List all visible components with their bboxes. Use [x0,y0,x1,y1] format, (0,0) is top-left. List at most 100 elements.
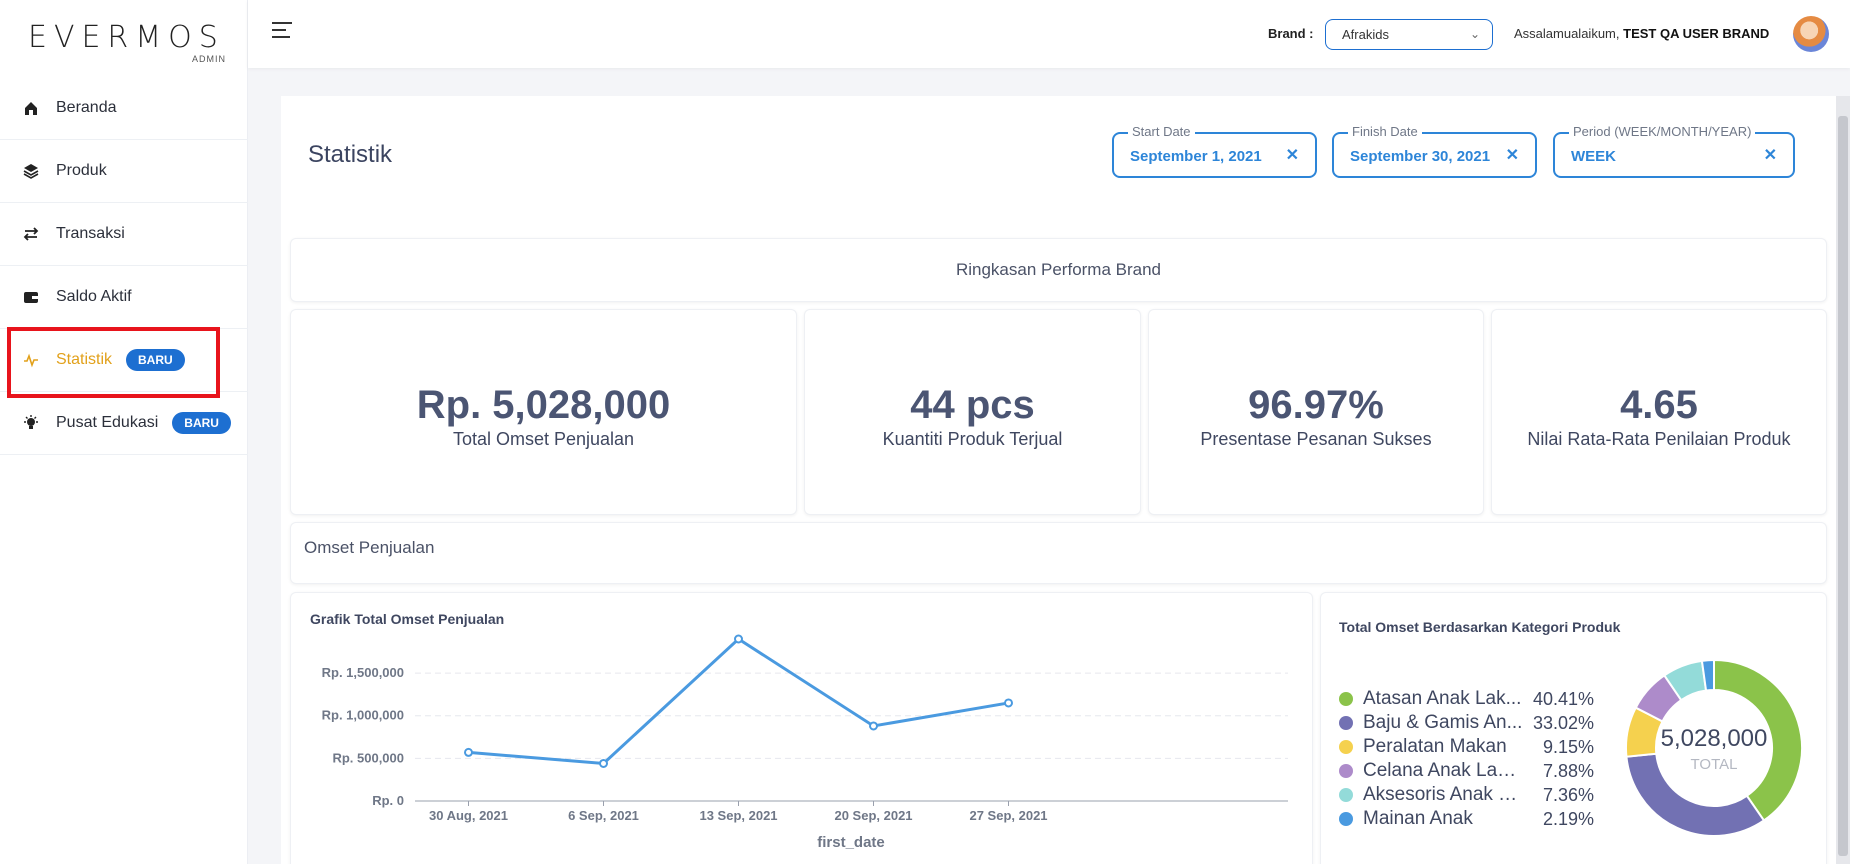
x-tick-label: 13 Sep, 2021 [699,808,777,823]
legend-item[interactable]: Atasan Anak Lak... 40.41% [1339,687,1594,711]
kpi-card-quantity: 44 pcs Kuantiti Produk Terjual [804,309,1141,515]
legend-item[interactable]: Peralatan Makan 9.15% [1339,735,1594,759]
donut-center-label: TOTAL [1691,756,1738,773]
kpi-card-omset: Rp. 5,028,000 Total Omset Penjualan [290,309,797,515]
legend-item[interactable]: Baju & Gamis An... 33.02% [1339,711,1594,735]
period-field[interactable]: Period (WEEK/MONTH/YEAR) WEEK ✕ [1553,124,1795,178]
layers-icon [22,162,40,180]
start-date-field[interactable]: Start Date September 1, 2021 ✕ [1112,124,1317,178]
sidebar-item-statistik[interactable]: Statistik BARU [0,329,248,392]
new-badge: BARU [126,349,185,371]
legend-swatch [1339,788,1353,802]
legend-swatch [1339,764,1353,778]
finish-date-field[interactable]: Finish Date September 30, 2021 ✕ [1332,124,1537,178]
greeting: Assalamualaikum, TEST QA USER BRAND [1514,26,1769,41]
avatar[interactable] [1793,16,1829,52]
kpi-value: 44 pcs [910,382,1035,427]
donut-center-value: 5,028,000 [1661,725,1768,752]
y-tick-label: Rp. 0 [372,793,404,808]
sidebar-item-transaksi[interactable]: Transaksi [0,203,248,266]
scrollbar-thumb[interactable] [1838,116,1848,856]
data-point [464,747,473,757]
page-title: Statistik [308,141,393,168]
kpi-caption: Kuantiti Produk Terjual [882,428,1063,449]
pie-chart-card: Total Omset Berdasarkan Kategori Produk … [1320,592,1827,864]
legend-percent: 2.19% [1542,808,1594,829]
clear-start-date-icon[interactable]: ✕ [1285,147,1299,164]
start-date-value: September 1, 2021 [1130,148,1262,165]
scrollbar[interactable] [1836,96,1850,864]
legend-swatch [1339,740,1353,754]
data-point [599,758,608,768]
finish-date-label: Finish Date [1348,124,1422,139]
y-tick-label: Rp. 1,500,000 [322,665,404,680]
sidebar-item-label: Statistik [56,351,113,368]
pie-slice [1700,658,1715,692]
menu-toggle-icon[interactable] [272,22,294,42]
data-point [734,634,743,644]
start-date-label: Start Date [1128,124,1195,139]
sidebar-item-saldo-aktif[interactable]: Saldo Aktif [0,266,248,329]
kpi-value: 4.65 [1620,382,1698,427]
sidebar-nav: Beranda Produk Transaksi Saldo Aktif Sta… [0,77,248,455]
kpi-caption: Presentase Pesanan Sukses [1200,428,1432,449]
x-tick-label: 27 Sep, 2021 [969,808,1047,823]
pulse-icon [22,351,40,369]
y-tick-label: Rp. 500,000 [332,750,404,765]
legend-item[interactable]: Celana Anak Laki-... 7.88% [1339,759,1594,783]
brand-select[interactable]: Afrakids ⌄ [1325,19,1493,50]
home-icon [22,99,40,117]
period-label: Period (WEEK/MONTH/YEAR) [1569,124,1756,139]
legend-percent: 7.36% [1542,784,1594,805]
kpi-caption: Total Omset Penjualan [452,428,635,449]
x-tick-label: 6 Sep, 2021 [568,808,639,823]
evermos-logo[interactable]: EVERMOS ADMIN [28,20,228,64]
clear-finish-date-icon[interactable]: ✕ [1505,147,1519,164]
clear-period-icon[interactable]: ✕ [1763,147,1777,164]
top-bar: Brand : Afrakids ⌄ Assalamualaikum, TEST… [248,0,1850,68]
sidebar-item-produk[interactable]: Produk [0,140,248,203]
greeting-text: Assalamualaikum, [1514,26,1620,41]
omset-header: Omset Penjualan [290,522,1827,584]
sidebar-item-label: Beranda [56,99,117,116]
chevron-down-icon: ⌄ [1469,27,1480,41]
summary-title: Ringkasan Performa Brand [955,260,1162,279]
data-point [869,721,878,731]
legend-item[interactable]: Aksesoris Anak P... 7.36% [1339,783,1594,807]
legend-swatch [1339,812,1353,826]
sidebar-item-beranda[interactable]: Beranda [0,77,248,140]
x-tick-label: 20 Sep, 2021 [834,808,912,823]
sidebar-item-label: Produk [56,162,107,179]
legend-swatch [1339,716,1353,730]
x-axis-label: first_date [817,834,885,851]
kpi-value: Rp. 5,028,000 [416,382,671,427]
y-tick-label: Rp. 1,000,000 [322,708,404,723]
legend-percent: 7.88% [1542,760,1594,781]
sidebar-item-label: Pusat Edukasi [56,414,159,431]
series-line [468,637,1009,766]
brand-select-value: Afrakids [1342,27,1389,42]
summary-header: Ringkasan Performa Brand [290,238,1827,302]
sidebar-item-pusat-edukasi[interactable]: Pusat Edukasi BARU [0,392,248,455]
line-chart-card: Grafik Total Omset Penjualan Rp. 0 Rp. 50… [290,592,1313,864]
sidebar-item-label: Saldo Aktif [56,288,132,305]
swap-icon [22,225,40,243]
legend-percent: 40.41% [1532,688,1594,709]
omset-title: Omset Penjualan [304,538,435,557]
kpi-value: 96.97% [1248,382,1384,427]
data-point [1004,698,1013,708]
wallet-icon [22,288,40,306]
pie-chart-title: Total Omset Berdasarkan Kategori Produk [1339,619,1621,635]
kpi-card-success-rate: 96.97% Presentase Pesanan Sukses [1148,309,1484,515]
logo-sub: ADMIN [192,54,226,64]
legend-percent: 9.15% [1542,736,1594,757]
logo-word: EVERMOS [28,20,225,55]
x-tick-label: 30 Aug, 2021 [429,808,508,823]
donut-chart: 5,028,000 TOTAL [1625,658,1803,837]
legend-item[interactable]: Mainan Anak 2.19% [1339,807,1594,831]
legend-swatch [1339,692,1353,706]
bulb-icon [22,414,40,432]
pie-legend: Atasan Anak Lak... 40.41% Baju & Gamis An.… [1339,687,1594,831]
new-badge: BARU [172,412,231,434]
pie-slice [1713,658,1803,822]
